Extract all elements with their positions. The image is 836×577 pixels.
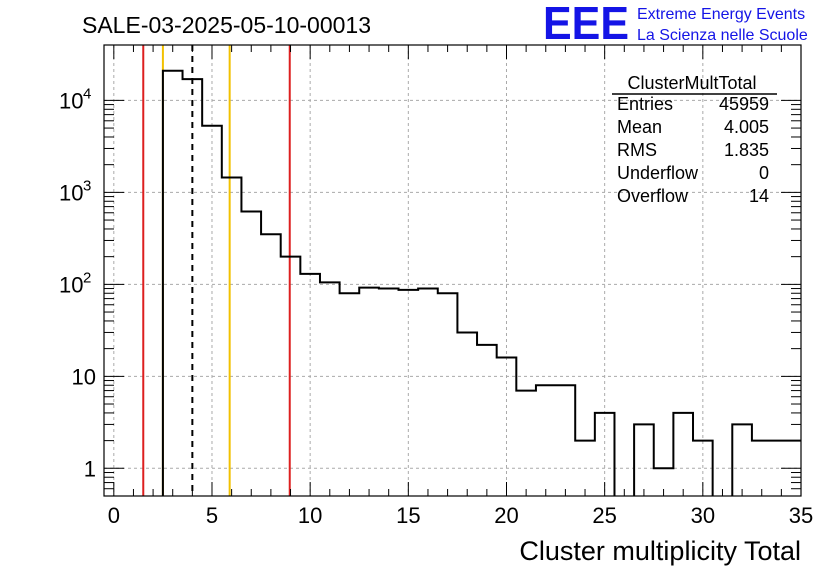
chart-title: SALE-03-2025-05-10-00013 [82, 12, 371, 38]
x-tick-label: 30 [691, 503, 715, 528]
stats-value: 4.005 [724, 117, 769, 137]
x-tick-label: 20 [494, 503, 518, 528]
logo-line-1: Extreme Energy Events [637, 6, 805, 23]
eee-logo: EEE Extreme Energy Events La Scienza nel… [543, 0, 808, 49]
stats-title: ClusterMultTotal [627, 73, 756, 93]
logo-letters: EEE [543, 0, 629, 49]
x-tick-label: 15 [396, 503, 420, 528]
stats-label: Mean [617, 117, 662, 137]
stats-label: Entries [617, 94, 673, 114]
x-tick-label: 0 [108, 503, 120, 528]
grid-lines [104, 45, 802, 496]
y-tick-exponent: 4 [83, 85, 91, 102]
stats-label: RMS [617, 140, 657, 160]
y-tick-label: 1 [84, 456, 96, 481]
logo-line-2: La Scienza nelle Scuole [637, 27, 808, 44]
x-tick-label: 5 [206, 503, 218, 528]
stats-box: ClusterMultTotal Entries 45959 Mean 4.005 RM… [612, 73, 777, 206]
stats-rows: Entries 45959 Mean 4.005 RMS 1.835 Underflow 0 O… [617, 94, 769, 206]
stats-value: 14 [749, 186, 769, 206]
histogram-outline [161, 69, 801, 496]
x-tick-label: 10 [298, 503, 322, 528]
y-tick-label: 10 [59, 88, 83, 113]
stats-label: Overflow [617, 186, 689, 206]
x-tick-label: 35 [789, 503, 813, 528]
stats-value: 1.835 [724, 140, 769, 160]
x-tick-label: 25 [592, 503, 616, 528]
stats-value: 0 [759, 163, 769, 183]
y-tick-exponent: 2 [83, 269, 91, 286]
stats-label: Underflow [617, 163, 699, 183]
y-tick-label: 10 [59, 272, 83, 297]
plot-frame [103, 44, 802, 497]
x-axis-label: Cluster multiplicity Total [519, 536, 801, 566]
y-tick-label: 10 [59, 180, 83, 205]
stats-value: 45959 [719, 94, 769, 114]
y-tick-label: 10 [72, 364, 96, 389]
y-tick-exponent: 3 [83, 177, 91, 194]
